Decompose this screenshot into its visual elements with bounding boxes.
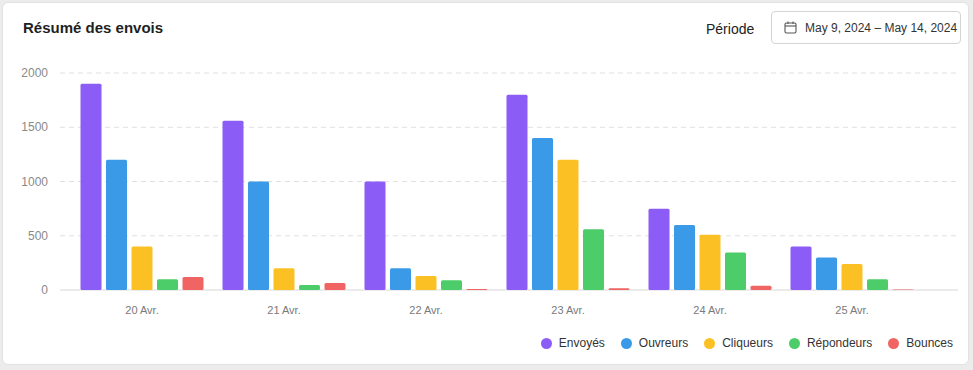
bar[interactable] <box>416 276 437 290</box>
bar[interactable] <box>867 279 888 290</box>
legend-label: Ouvreurs <box>639 336 688 350</box>
legend-label: Bounces <box>906 336 953 350</box>
legend-label: Cliqueurs <box>722 336 773 350</box>
legend-label: Répondeurs <box>807 336 872 350</box>
legend-swatch <box>621 338 632 349</box>
legend-item[interactable]: Envoyés <box>541 336 605 350</box>
bar[interactable] <box>842 264 863 290</box>
bar[interactable] <box>558 160 579 290</box>
legend-item[interactable]: Ouvreurs <box>621 336 688 350</box>
x-tick-label: 23 Avr. <box>551 304 584 316</box>
legend-item[interactable]: Répondeurs <box>789 336 872 350</box>
calendar-icon <box>784 21 797 34</box>
bar[interactable] <box>365 182 386 291</box>
bar[interactable] <box>390 268 411 290</box>
bar[interactable] <box>791 247 812 290</box>
y-tick-label: 1500 <box>21 120 48 134</box>
bar[interactable] <box>700 235 721 290</box>
bar[interactable] <box>467 289 488 290</box>
bar[interactable] <box>325 283 346 290</box>
bar[interactable] <box>274 268 295 290</box>
legend-label: Envoyés <box>559 336 605 350</box>
title: Résumé des envois <box>23 19 163 36</box>
bar[interactable] <box>106 160 127 290</box>
bar[interactable] <box>674 225 695 290</box>
legend-swatch <box>888 338 899 349</box>
x-tick-label: 21 Avr. <box>267 304 300 316</box>
x-tick-label: 20 Avr. <box>125 304 158 316</box>
legend-swatch <box>541 338 552 349</box>
legend-item[interactable]: Bounces <box>888 336 953 350</box>
period-picker[interactable]: May 9, 2024 – May 14, 2024 <box>771 11 961 44</box>
legend-swatch <box>704 338 715 349</box>
x-tick-label: 22 Avr. <box>409 304 442 316</box>
bar[interactable] <box>441 280 462 290</box>
bar[interactable] <box>81 84 102 290</box>
y-tick-label: 500 <box>28 229 48 243</box>
bar[interactable] <box>132 247 153 290</box>
chart: 0 500 1000 1500 2000 20 Avr. 21 Avr. 22 Avr. 23 … <box>0 0 973 370</box>
bar[interactable] <box>583 229 604 290</box>
bar[interactable] <box>649 209 670 290</box>
x-tick-label: 25 Avr. <box>835 304 868 316</box>
bars <box>81 84 914 290</box>
period-label: Période <box>706 21 754 37</box>
bar[interactable] <box>507 95 528 290</box>
bar[interactable] <box>532 138 553 290</box>
legend: Envoyés Ouvreurs Cliqueurs Répondeurs Bounce… <box>525 336 953 350</box>
bar[interactable] <box>299 285 320 290</box>
bar[interactable] <box>893 289 914 290</box>
bar[interactable] <box>183 277 204 290</box>
bar[interactable] <box>248 182 269 291</box>
period-text: May 9, 2024 – May 14, 2024 <box>805 21 957 35</box>
bar[interactable] <box>609 288 630 290</box>
y-tick-label: 2000 <box>21 66 48 80</box>
y-tick-label: 0 <box>41 283 48 297</box>
bar[interactable] <box>223 121 244 290</box>
bar[interactable] <box>751 286 772 290</box>
x-tick-label: 24 Avr. <box>693 304 726 316</box>
legend-swatch <box>789 338 800 349</box>
bar[interactable] <box>725 253 746 290</box>
bar[interactable] <box>816 257 837 290</box>
grid <box>60 73 958 290</box>
grid-line <box>60 73 958 74</box>
legend-item[interactable]: Cliqueurs <box>704 336 773 350</box>
bar[interactable] <box>157 279 178 290</box>
y-tick-label: 1000 <box>21 175 48 189</box>
